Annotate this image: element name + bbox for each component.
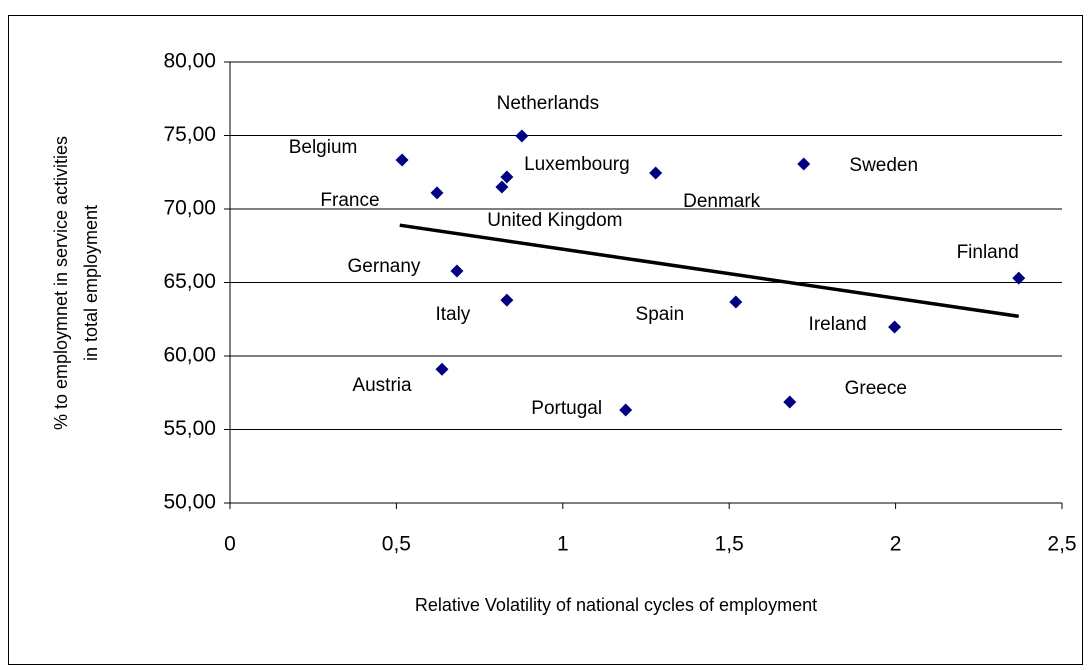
point-label: Spain (636, 304, 685, 325)
point (515, 129, 529, 143)
x-tick-label: 0 (224, 533, 236, 556)
point-label: Gernany (348, 256, 421, 277)
point-label: Ireland (809, 314, 867, 335)
point-label: France (320, 190, 379, 211)
point (495, 180, 509, 194)
point-label: Netherlands (497, 93, 599, 114)
point (729, 295, 743, 309)
point-label: Greece (845, 378, 907, 399)
x-tick-label: 1,5 (715, 533, 744, 556)
y-tick-label: 80,00 (163, 50, 216, 73)
point-label: United Kingdom (487, 210, 622, 231)
y-axis-title: % to employmnet in service activities (51, 136, 71, 430)
point (619, 403, 633, 417)
point (430, 186, 444, 200)
point (450, 264, 464, 278)
y-axis-title: in total employment (81, 205, 101, 361)
point-label: Denmark (683, 191, 761, 212)
x-tick-label: 2 (890, 533, 902, 556)
chart-frame (8, 15, 1083, 665)
y-tick-label: 65,00 (163, 270, 216, 293)
point (797, 157, 811, 171)
x-tick-label: 0,5 (382, 533, 411, 556)
y-tick-label: 50,00 (163, 491, 216, 514)
y-tick-label: 55,00 (163, 417, 216, 440)
point (888, 320, 902, 334)
point (500, 170, 514, 184)
point-label: Finland (957, 242, 1019, 263)
point-label: Italy (435, 304, 470, 325)
point (1012, 271, 1026, 285)
point-label: Belgium (289, 137, 358, 158)
point (500, 293, 514, 307)
point (395, 153, 409, 167)
y-tick-label: 70,00 (163, 197, 216, 220)
x-tick-label: 1 (557, 533, 569, 556)
point-label: Austria (352, 375, 412, 396)
point (783, 395, 797, 409)
point-label: Portugal (531, 398, 602, 419)
point-label: Sweden (849, 155, 918, 176)
trend-line (399, 223, 1019, 319)
x-axis-title: Relative Volatility of national cycles o… (415, 595, 817, 615)
x-tick-label: 2,5 (1047, 533, 1076, 556)
point-label: Luxembourg (524, 154, 630, 175)
point (649, 166, 663, 180)
y-tick-label: 60,00 (163, 344, 216, 367)
y-tick-label: 75,00 (163, 123, 216, 146)
point (435, 362, 449, 376)
